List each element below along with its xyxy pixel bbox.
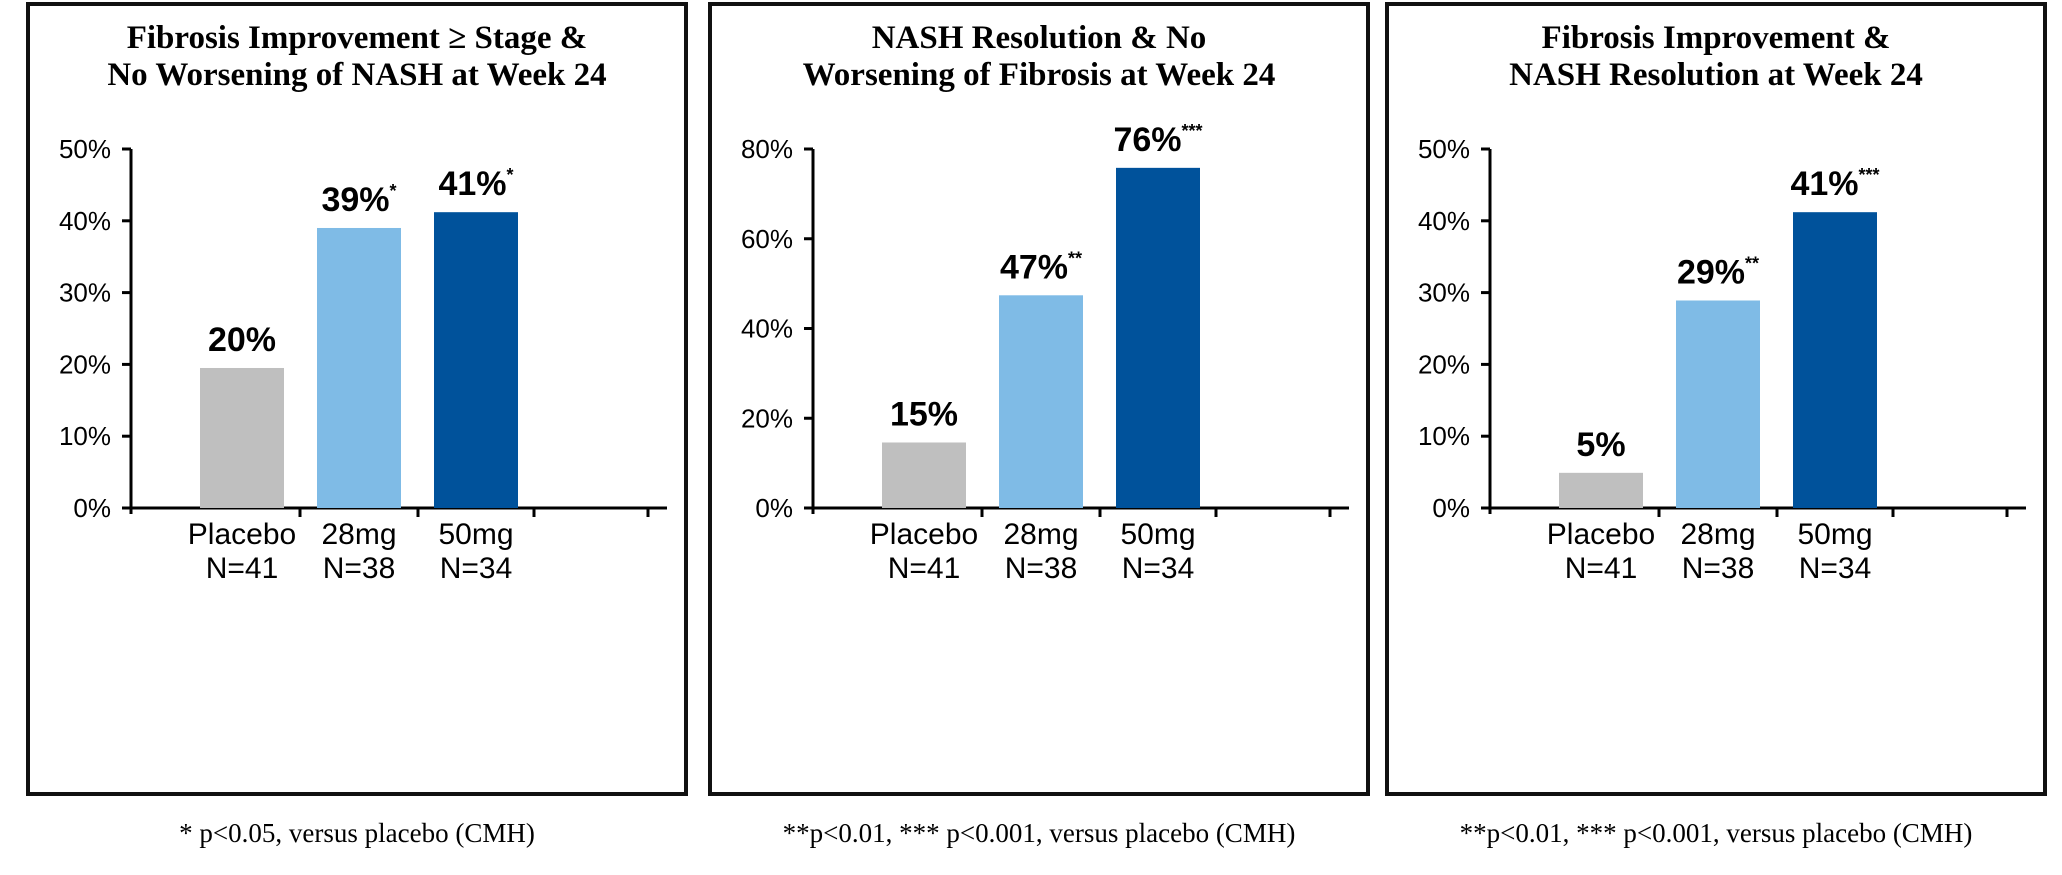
bar-2 [1793,212,1877,508]
significance-marker: *** [1182,121,1203,141]
y-tick-label: 20% [1418,349,1470,379]
bar-value-label: 76%*** [1113,121,1202,159]
bar-value: 76% [1113,121,1181,159]
bar-value: 15% [890,395,958,433]
x-category-label: N=34 [1122,552,1195,585]
significance-marker: * [390,181,397,201]
x-category-label: Placebo [188,518,296,551]
bar-value-label: 5% [1576,426,1625,464]
y-tick-label: 20% [59,349,111,379]
bar-1 [317,227,401,509]
x-category-label: 50mg [438,518,513,551]
y-tick-label: 20% [741,403,793,433]
x-category-label: N=41 [888,552,961,585]
y-tick-label: 0% [755,493,793,523]
bar-value-label: 41%* [438,165,513,203]
chart-title-line: NASH Resolution & No [872,20,1207,56]
footnote-1: * p<0.05, versus placebo (CMH) [179,818,535,848]
chart-panel-2: NASH Resolution & No Worsening of Fibrosi… [708,2,1370,796]
bar-value: 47% [1000,248,1068,286]
significance-marker: *** [1859,165,1880,185]
x-category-label: N=34 [1799,552,1872,585]
y-tick-label: 50% [1418,134,1470,164]
bar-value-label: 29%** [1677,253,1759,291]
y-tick-label: 10% [59,421,111,451]
x-category-label: 28mg [1003,518,1078,551]
bar-value-label: 15% [890,395,958,433]
y-tick-label: 30% [1418,278,1470,308]
x-category-label: Placebo [1547,518,1655,551]
bar-value: 20% [208,321,276,359]
x-category-label: N=38 [323,552,396,585]
y-tick-label: 0% [1432,493,1470,523]
y-tick-label: 30% [59,278,111,308]
chart-title-line: No Worsening of NASH at Week 24 [107,57,606,93]
significance-marker: ** [1068,248,1082,268]
x-category-label: 50mg [1120,518,1195,551]
x-category-label: 50mg [1797,518,1872,551]
chart-title-line: Worsening of Fibrosis at Week 24 [803,57,1276,93]
bar-2 [1116,167,1200,508]
chart-panel-3: Fibrosis Improvement & NASH Resolution at… [1385,2,2047,796]
x-category-label: N=34 [440,552,513,585]
x-category-label: N=38 [1005,552,1078,585]
significance-marker: ** [1745,253,1759,273]
bar-0 [882,442,966,508]
bar-value-label: 39%* [321,181,396,219]
bar-value: 5% [1576,426,1625,464]
x-category-label: N=41 [1565,552,1638,585]
y-tick-label: 0% [73,493,111,523]
x-category-label: 28mg [321,518,396,551]
x-category-label: Placebo [870,518,978,551]
footnote-2: **p<0.01, *** p<0.001, versus placebo (C… [782,818,1296,848]
bar-0 [1559,472,1643,508]
footnote-3: **p<0.01, *** p<0.001, versus placebo (C… [1459,818,1973,848]
bar-value-label: 47%** [1000,248,1082,286]
chart-title-line: Fibrosis Improvement ≥ Stage & [127,20,588,56]
chart-3: Fibrosis Improvement &NASH Resolution at… [1418,20,2026,585]
chart-panel-1: Fibrosis Improvement ≥ Stage & No Worseni… [26,2,688,796]
bar-0 [200,367,284,508]
bar-value-label: 41%*** [1790,165,1879,203]
x-category-label: N=41 [206,552,279,585]
significance-marker: * [507,165,514,185]
chart-1: Fibrosis Improvement ≥ Stage &No Worseni… [59,20,667,585]
bar-value-label: 20% [208,321,276,359]
chart-title-line: Fibrosis Improvement & [1542,20,1891,56]
y-tick-label: 50% [59,134,111,164]
y-tick-label: 40% [1418,206,1470,236]
x-category-label: 28mg [1680,518,1755,551]
y-tick-label: 40% [59,206,111,236]
chart-title-line: NASH Resolution at Week 24 [1509,57,1923,93]
bar-value: 41% [438,165,506,203]
bar-2 [434,212,518,508]
bar-value: 29% [1677,253,1745,291]
y-tick-label: 40% [741,314,793,344]
bar-value: 39% [321,181,389,219]
y-tick-label: 10% [1418,421,1470,451]
bar-1 [999,295,1083,508]
bar-value: 41% [1790,165,1858,203]
y-tick-label: 80% [741,134,793,164]
y-tick-label: 60% [741,224,793,254]
x-category-label: N=38 [1682,552,1755,585]
bar-1 [1676,300,1760,508]
